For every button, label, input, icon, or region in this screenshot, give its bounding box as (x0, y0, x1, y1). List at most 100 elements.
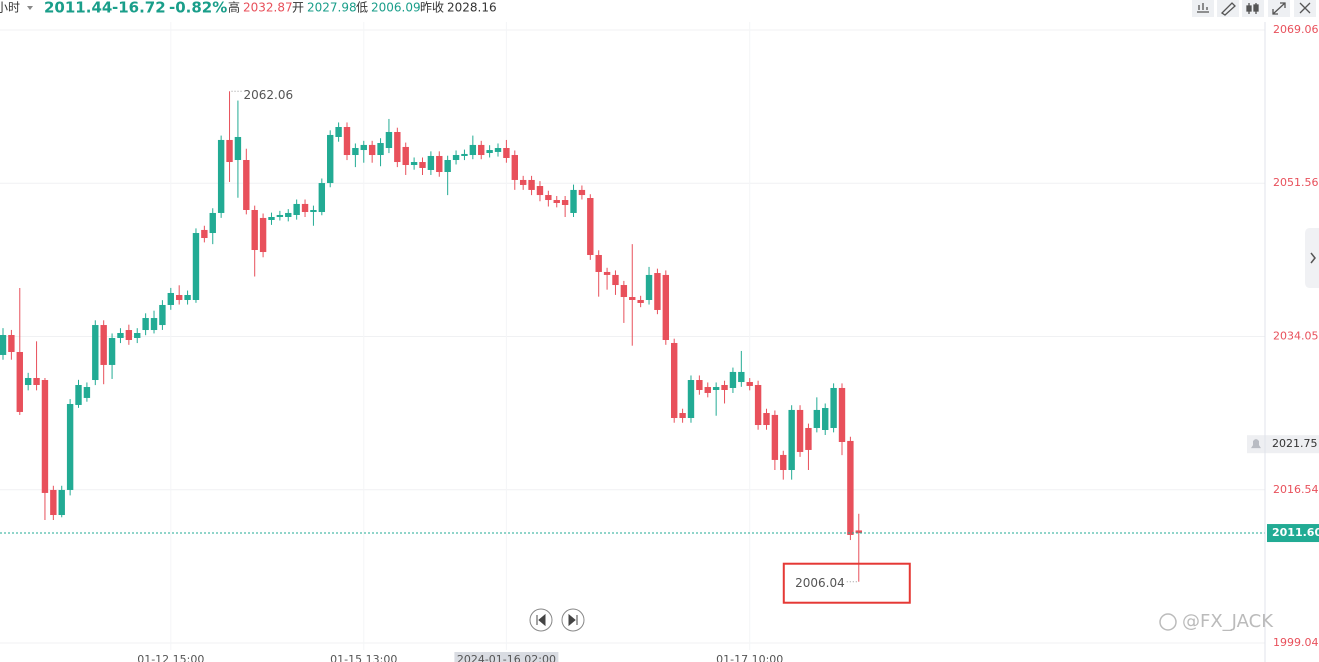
y-tick-label: 1999.04 (1273, 636, 1319, 649)
candle-body (595, 254, 602, 272)
candle-body (352, 148, 359, 156)
toggle-arrow (1310, 252, 1316, 264)
candle-body (494, 148, 502, 152)
candle-body (545, 195, 552, 201)
candle-body (58, 489, 65, 516)
candle-body (553, 200, 560, 203)
y-tick-label: 2051.56 (1273, 176, 1319, 189)
candle-body (175, 295, 183, 300)
toolbar-button[interactable] (1242, 0, 1264, 17)
last-price-bg (1267, 524, 1319, 543)
candle-body (150, 318, 158, 331)
interval-dropdown[interactable] (27, 6, 33, 10)
candle-body (142, 318, 149, 331)
candle-body (637, 299, 644, 303)
candle-body (444, 160, 451, 173)
candle-body (209, 212, 216, 234)
candle-body (847, 440, 854, 535)
candle-body (796, 409, 804, 452)
candle-body (578, 189, 586, 196)
candle-body (335, 127, 342, 137)
candle-body (754, 385, 762, 426)
candle-body (570, 189, 577, 213)
candle-body (830, 387, 837, 428)
candle-body (738, 371, 745, 383)
candle-body (478, 144, 485, 156)
candle-body (310, 209, 317, 213)
candle-body (92, 325, 99, 381)
x-tick-label: 01-12 15:00 (137, 653, 204, 662)
candle-body (436, 155, 443, 173)
candle-body (117, 332, 124, 338)
crosshair-label-bg (454, 652, 559, 662)
candle-body (536, 186, 544, 196)
high: 2032.87 (243, 1, 293, 15)
candle-body (8, 335, 15, 352)
candle-body (50, 489, 57, 516)
candle-body (243, 160, 250, 210)
candle-body (620, 285, 628, 298)
candle-body (360, 144, 367, 151)
candle-body (704, 387, 711, 393)
candle-body (855, 530, 862, 534)
candle-body (226, 139, 233, 163)
candle-body (746, 382, 753, 386)
watermark-icon (1159, 613, 1177, 631)
candle-body (66, 403, 74, 490)
candle-body (318, 183, 326, 213)
candle-body (712, 387, 720, 390)
candle-body (662, 274, 670, 341)
candle-body (75, 385, 82, 405)
scroll-left-button[interactable] (529, 608, 553, 632)
candle-body (603, 271, 611, 275)
watermark: @FX_JACK (1182, 611, 1274, 632)
side-panel-toggle[interactable] (1305, 228, 1319, 288)
candle-body (327, 134, 334, 184)
candle-body (721, 385, 728, 390)
candle-body (83, 387, 91, 398)
candle-body (838, 387, 846, 442)
plot: 2069.06 2051.56 2034.05 2016.54 1999.04 01-12… (0, 22, 1319, 662)
candle-body (368, 144, 376, 156)
price: 2011.44 (44, 0, 112, 17)
candle-body (251, 209, 258, 251)
candle-body (780, 454, 787, 471)
interval[interactable]: 小时 (0, 1, 20, 15)
y-tick-label: 2016.54 (1273, 483, 1319, 496)
candle-body (696, 380, 703, 390)
candle-body (276, 214, 284, 217)
candle-body (394, 131, 401, 163)
candle-body (192, 233, 200, 300)
candle-body (528, 179, 535, 190)
candle-body (108, 337, 116, 365)
candle-body (16, 351, 23, 412)
candle-body (503, 148, 510, 158)
open: 2027.98 (307, 1, 357, 15)
candle-body (159, 304, 166, 326)
candle-body (587, 198, 594, 255)
candle-body (654, 273, 661, 310)
candle-body (167, 292, 174, 305)
candle-body (100, 325, 107, 365)
candle-body (788, 409, 795, 471)
x-tick-label: 01-15 13:00 (330, 653, 397, 662)
toolbar-button[interactable] (1217, 0, 1239, 17)
candle-body (285, 212, 292, 217)
change-pct: -0.82% (169, 0, 227, 17)
high-label: 高 (228, 0, 240, 15)
candle-body (813, 409, 821, 428)
candle-body (519, 179, 527, 185)
candle-body (679, 413, 686, 419)
low-marker: 2006.04 (795, 576, 845, 590)
open-label: 开 (292, 1, 304, 15)
candle-body (687, 380, 695, 419)
candle-body (201, 229, 208, 239)
candle-body (259, 217, 267, 253)
toolbar (1192, 0, 1316, 17)
scroll-right-button[interactable] (561, 608, 585, 632)
candle-body (763, 413, 770, 426)
candle-body (452, 155, 460, 161)
candle-body (134, 332, 141, 338)
candle-body (729, 371, 737, 388)
